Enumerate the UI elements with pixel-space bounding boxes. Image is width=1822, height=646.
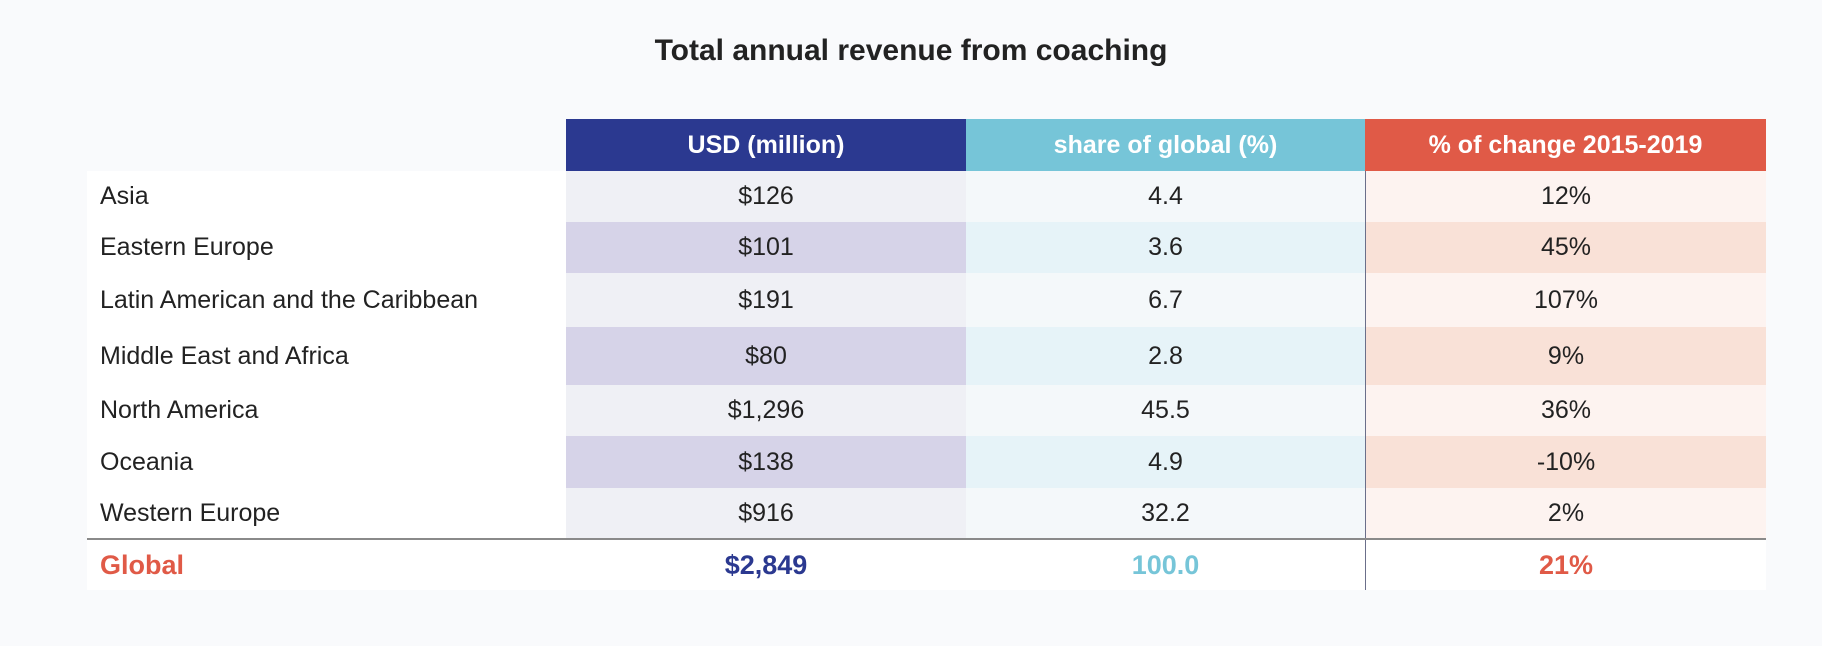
share-cell: 32.2: [966, 488, 1365, 538]
table-row: Middle East and Africa $80 2.8 9%: [87, 327, 1766, 385]
region-cell: Latin American and the Caribbean: [87, 273, 566, 327]
change-cell: -10%: [1365, 436, 1766, 488]
change-cell: 9%: [1365, 327, 1766, 385]
share-cell: 3.6: [966, 222, 1365, 273]
usd-cell: $80: [566, 327, 966, 385]
header-share: share of global (%): [966, 119, 1365, 171]
header-row: USD (million) share of global (%) % of c…: [87, 119, 1766, 171]
chart-title: Total annual revenue from coaching: [654, 34, 1168, 67]
revenue-table: USD (million) share of global (%) % of c…: [87, 119, 1766, 590]
total-change: 21%: [1365, 540, 1766, 590]
region-cell: Middle East and Africa: [87, 327, 566, 385]
change-cell: 12%: [1365, 171, 1766, 222]
total-label: Global: [87, 540, 566, 590]
change-cell: 2%: [1365, 488, 1766, 538]
total-share: 100.0: [966, 540, 1365, 590]
table-row: Oceania $138 4.9 -10%: [87, 436, 1766, 488]
share-cell: 2.8: [966, 327, 1365, 385]
usd-cell: $138: [566, 436, 966, 488]
total-row: Global $2,849 100.0 21%: [87, 538, 1766, 590]
table-row: Eastern Europe $101 3.6 45%: [87, 222, 1766, 273]
table-row: Western Europe $916 32.2 2%: [87, 488, 1766, 538]
share-cell: 45.5: [966, 385, 1365, 436]
table-row: North America $1,296 45.5 36%: [87, 385, 1766, 436]
change-cell: 107%: [1365, 273, 1766, 327]
change-cell: 45%: [1365, 222, 1766, 273]
table-row: Latin American and the Caribbean $191 6.7 1…: [87, 273, 1766, 327]
change-cell: 36%: [1365, 385, 1766, 436]
usd-cell: $191: [566, 273, 966, 327]
total-usd: $2,849: [566, 540, 966, 590]
usd-cell: $1,296: [566, 385, 966, 436]
usd-cell: $916: [566, 488, 966, 538]
header-change: % of change 2015-2019: [1365, 119, 1766, 171]
share-cell: 4.9: [966, 436, 1365, 488]
table-row: Asia $126 4.4 12%: [87, 171, 1766, 222]
usd-cell: $126: [566, 171, 966, 222]
region-cell: North America: [87, 385, 566, 436]
header-blank: [87, 119, 566, 171]
share-cell: 4.4: [966, 171, 1365, 222]
region-cell: Eastern Europe: [87, 222, 566, 273]
region-cell: Asia: [87, 171, 566, 222]
usd-cell: $101: [566, 222, 966, 273]
region-cell: Oceania: [87, 436, 566, 488]
region-cell: Western Europe: [87, 488, 566, 538]
header-usd: USD (million): [566, 119, 966, 171]
share-cell: 6.7: [966, 273, 1365, 327]
